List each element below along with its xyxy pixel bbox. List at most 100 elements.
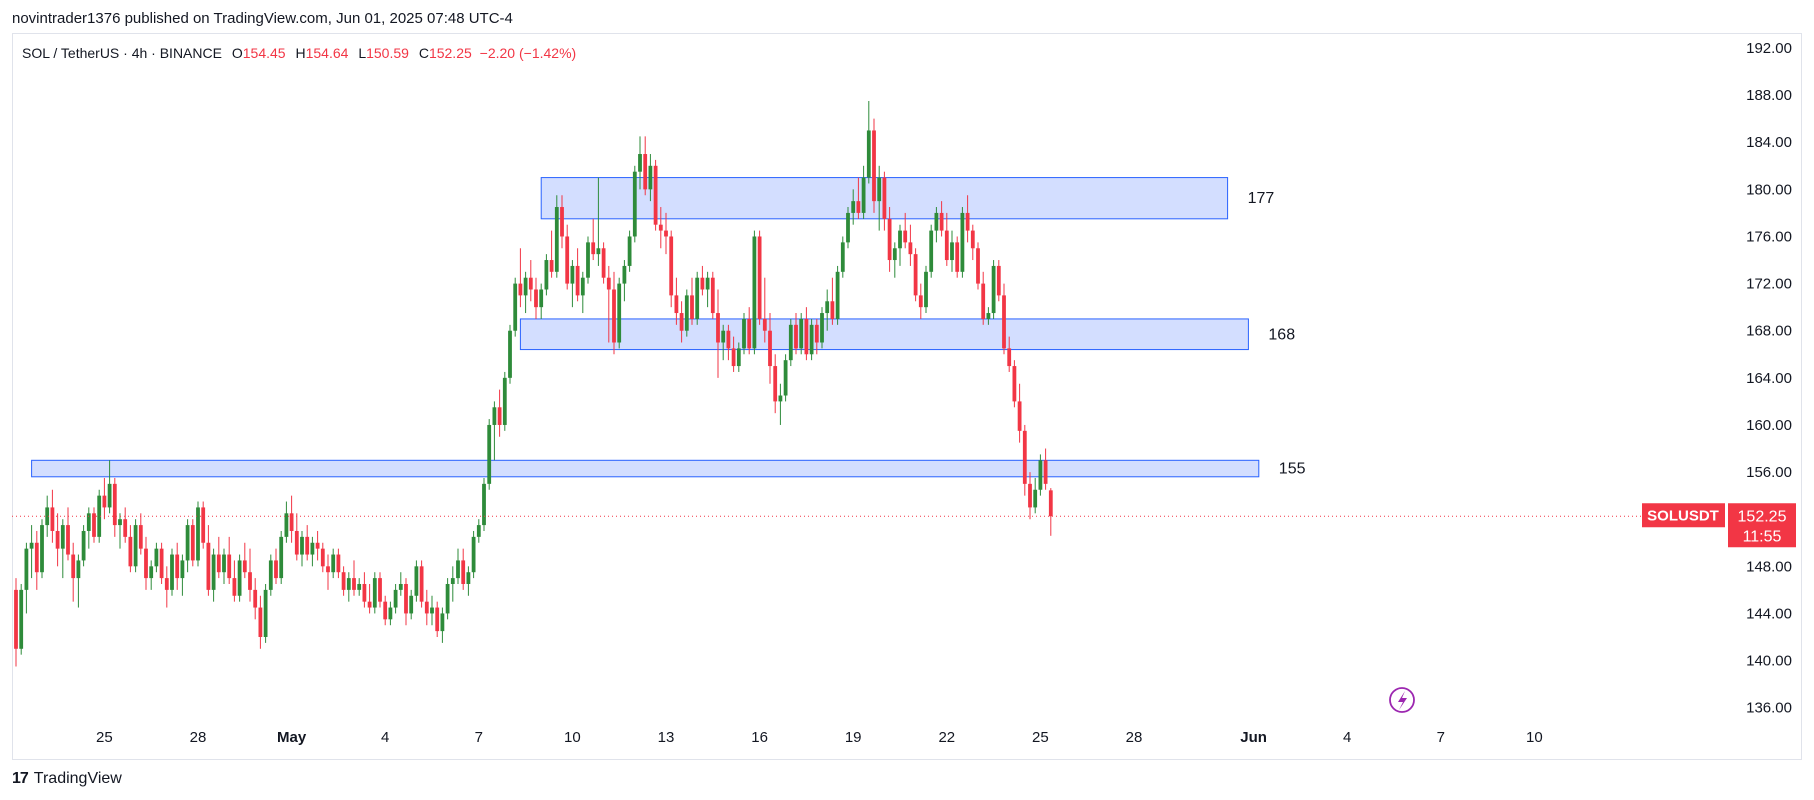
candle[interactable] <box>747 307 752 355</box>
candle[interactable] <box>653 159 658 231</box>
candle[interactable] <box>601 242 606 284</box>
candle[interactable] <box>1028 472 1032 520</box>
candle[interactable] <box>1048 488 1053 536</box>
candle[interactable] <box>190 519 195 567</box>
candle[interactable] <box>939 201 944 237</box>
candle[interactable] <box>783 354 788 402</box>
candle[interactable] <box>903 212 908 249</box>
candle[interactable] <box>991 260 996 319</box>
candle[interactable] <box>534 277 538 319</box>
candle[interactable] <box>1002 283 1006 355</box>
candle[interactable] <box>154 542 159 573</box>
candle[interactable] <box>549 230 554 278</box>
candle[interactable] <box>773 354 778 414</box>
candle[interactable] <box>846 207 850 249</box>
candle[interactable] <box>164 566 169 608</box>
candle[interactable] <box>632 165 637 243</box>
candle[interactable] <box>950 230 954 272</box>
candle[interactable] <box>118 513 122 549</box>
candle[interactable] <box>367 583 372 614</box>
candle[interactable] <box>435 601 440 637</box>
candle[interactable] <box>331 548 336 579</box>
candle[interactable] <box>518 248 523 308</box>
candle[interactable] <box>487 419 492 490</box>
candle[interactable] <box>996 260 1001 302</box>
candle[interactable] <box>695 271 700 325</box>
candle[interactable] <box>170 548 174 596</box>
candle[interactable] <box>14 578 18 667</box>
candle[interactable] <box>66 507 70 561</box>
candle[interactable] <box>482 477 486 531</box>
candle[interactable] <box>1012 360 1017 408</box>
candle[interactable] <box>638 136 642 190</box>
candle[interactable] <box>248 548 252 602</box>
candle[interactable] <box>674 277 679 325</box>
candle[interactable] <box>887 207 892 272</box>
candle[interactable] <box>513 277 518 337</box>
candle[interactable] <box>19 583 24 655</box>
candle[interactable] <box>898 224 902 266</box>
candle[interactable] <box>242 542 247 579</box>
candle[interactable] <box>648 154 653 202</box>
candle[interactable] <box>128 525 133 573</box>
candle[interactable] <box>196 501 200 567</box>
candle[interactable] <box>326 554 330 590</box>
candle[interactable] <box>133 519 138 573</box>
candle[interactable] <box>528 260 533 302</box>
candle[interactable] <box>757 230 762 325</box>
candle[interactable] <box>414 560 419 602</box>
zone-168[interactable] <box>519 318 1249 351</box>
candle[interactable] <box>892 242 897 278</box>
candle[interactable] <box>544 254 549 296</box>
candle[interactable] <box>274 548 278 584</box>
candle[interactable] <box>502 371 507 431</box>
candle[interactable] <box>383 595 388 626</box>
legend-symbol[interactable]: SOL / TetherUS · 4h · BINANCE <box>22 45 222 61</box>
candle[interactable] <box>497 389 502 437</box>
candle[interactable] <box>986 307 991 325</box>
candle[interactable] <box>305 525 310 561</box>
candle[interactable] <box>440 607 445 643</box>
candle[interactable] <box>294 513 299 561</box>
candle[interactable] <box>955 236 960 278</box>
candle[interactable] <box>138 513 143 555</box>
candle[interactable] <box>596 177 601 266</box>
zone-155[interactable] <box>31 459 1260 478</box>
candle[interactable] <box>71 542 76 602</box>
candle[interactable] <box>856 177 861 219</box>
candle[interactable] <box>710 271 715 319</box>
candle[interactable] <box>705 271 710 308</box>
candle[interactable] <box>461 548 466 590</box>
candle[interactable] <box>976 242 980 290</box>
candle[interactable] <box>180 554 185 596</box>
candle[interactable] <box>944 212 949 266</box>
candle[interactable] <box>102 477 107 520</box>
candle[interactable] <box>320 542 325 573</box>
candle[interactable] <box>492 401 497 461</box>
candle[interactable] <box>861 165 866 219</box>
candle[interactable] <box>86 507 91 549</box>
candle[interactable] <box>372 572 377 614</box>
candle[interactable] <box>970 224 975 261</box>
candle[interactable] <box>216 536 221 579</box>
candle[interactable] <box>929 224 934 278</box>
candle[interactable] <box>762 277 767 343</box>
candle[interactable] <box>55 513 60 567</box>
candle[interactable] <box>820 307 824 349</box>
candle[interactable] <box>1017 383 1022 443</box>
candle[interactable] <box>669 230 674 308</box>
candle[interactable] <box>539 283 544 319</box>
candle[interactable] <box>570 260 575 308</box>
candle[interactable] <box>908 224 913 266</box>
candle[interactable] <box>232 560 237 602</box>
candle[interactable] <box>388 601 393 626</box>
candle[interactable] <box>263 583 268 643</box>
candle[interactable] <box>456 548 460 584</box>
candle[interactable] <box>606 265 611 343</box>
candle[interactable] <box>149 560 154 590</box>
candle[interactable] <box>591 218 596 261</box>
candle[interactable] <box>575 248 580 302</box>
candle[interactable] <box>851 189 856 225</box>
candle[interactable] <box>872 118 876 213</box>
candle[interactable] <box>466 566 471 596</box>
